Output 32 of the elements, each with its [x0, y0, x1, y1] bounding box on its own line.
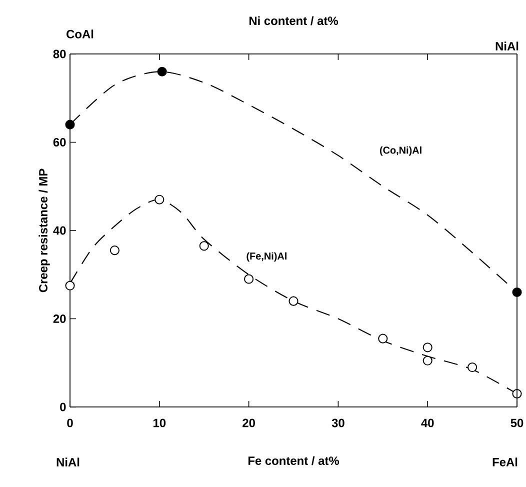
x-tick-label: 40	[421, 418, 434, 428]
point	[288, 296, 298, 306]
point	[378, 334, 388, 344]
text: CoAl	[66, 30, 94, 38]
x-tick-label: 50	[510, 418, 524, 428]
y-tick-label: 40	[53, 226, 66, 235]
point	[422, 356, 432, 366]
point	[468, 362, 478, 372]
x2-axis-title: Ni content / at%	[249, 16, 338, 26]
y-tick-label: 0	[60, 402, 66, 412]
x-tick-label: 0	[67, 418, 73, 428]
point	[65, 120, 75, 130]
text: FeAl	[492, 458, 518, 466]
text: NiAl	[496, 42, 518, 50]
text: (Co,Ni)Al	[380, 146, 422, 156]
x-tick-label: 30	[332, 418, 344, 428]
y-tick-label: 60	[53, 138, 66, 146]
point	[157, 66, 167, 76]
x-axis-title: Fe content / at%	[248, 456, 340, 466]
x-tick-label: 10	[154, 418, 166, 428]
series-label: (Fe,Ni)Al	[246, 252, 286, 262]
y-tick-label: 80	[53, 50, 66, 58]
text: NiAl	[56, 458, 80, 466]
y-tick-label: 20	[53, 314, 66, 323]
y-axis-title: Creep resistance / MP	[38, 168, 50, 292]
point	[422, 342, 432, 352]
point	[199, 241, 209, 251]
point	[244, 274, 254, 284]
x-tick-label: 20	[242, 418, 255, 428]
point	[154, 194, 164, 204]
point	[110, 246, 120, 256]
point	[65, 280, 75, 290]
